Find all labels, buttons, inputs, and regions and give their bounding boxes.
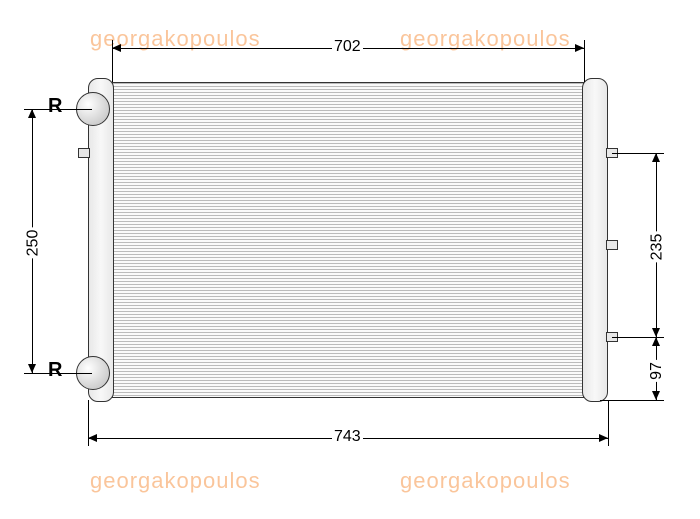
port-label-r-top: R: [48, 95, 62, 118]
dim-arrow: [575, 44, 584, 52]
dim-arrow: [88, 434, 97, 442]
dim-value-overall-width: 743: [332, 428, 363, 446]
radiator-nub: [606, 240, 618, 250]
dim-value-port-spacing: 250: [24, 228, 42, 259]
drawing-canvas: georgakopoulos georgakopoulos georgakopo…: [0, 0, 700, 519]
dim-arrow: [28, 364, 36, 373]
radiator-tank-right: [582, 78, 608, 402]
dim-ext-line: [608, 400, 609, 446]
dim-arrow: [652, 153, 660, 162]
dim-arrow: [28, 109, 36, 118]
port-label-r-bottom: R: [48, 359, 62, 382]
dim-ext-line: [584, 40, 585, 82]
dim-ext-line: [24, 373, 92, 374]
radiator-core: [112, 82, 584, 398]
dim-ext-line: [600, 400, 664, 401]
dim-arrow: [652, 337, 660, 346]
radiator-tank-left: [88, 78, 114, 402]
dim-value-right-lower: 97: [648, 360, 666, 382]
radiator-nub: [78, 148, 90, 158]
dim-arrow: [599, 434, 608, 442]
dim-arrow: [652, 391, 660, 400]
watermark: georgakopoulos: [90, 468, 261, 494]
dim-arrow: [112, 44, 121, 52]
watermark: georgakopoulos: [400, 468, 571, 494]
dim-value-core-width: 702: [332, 38, 363, 56]
dim-value-right-upper: 235: [648, 232, 666, 263]
dim-arrow: [652, 328, 660, 337]
